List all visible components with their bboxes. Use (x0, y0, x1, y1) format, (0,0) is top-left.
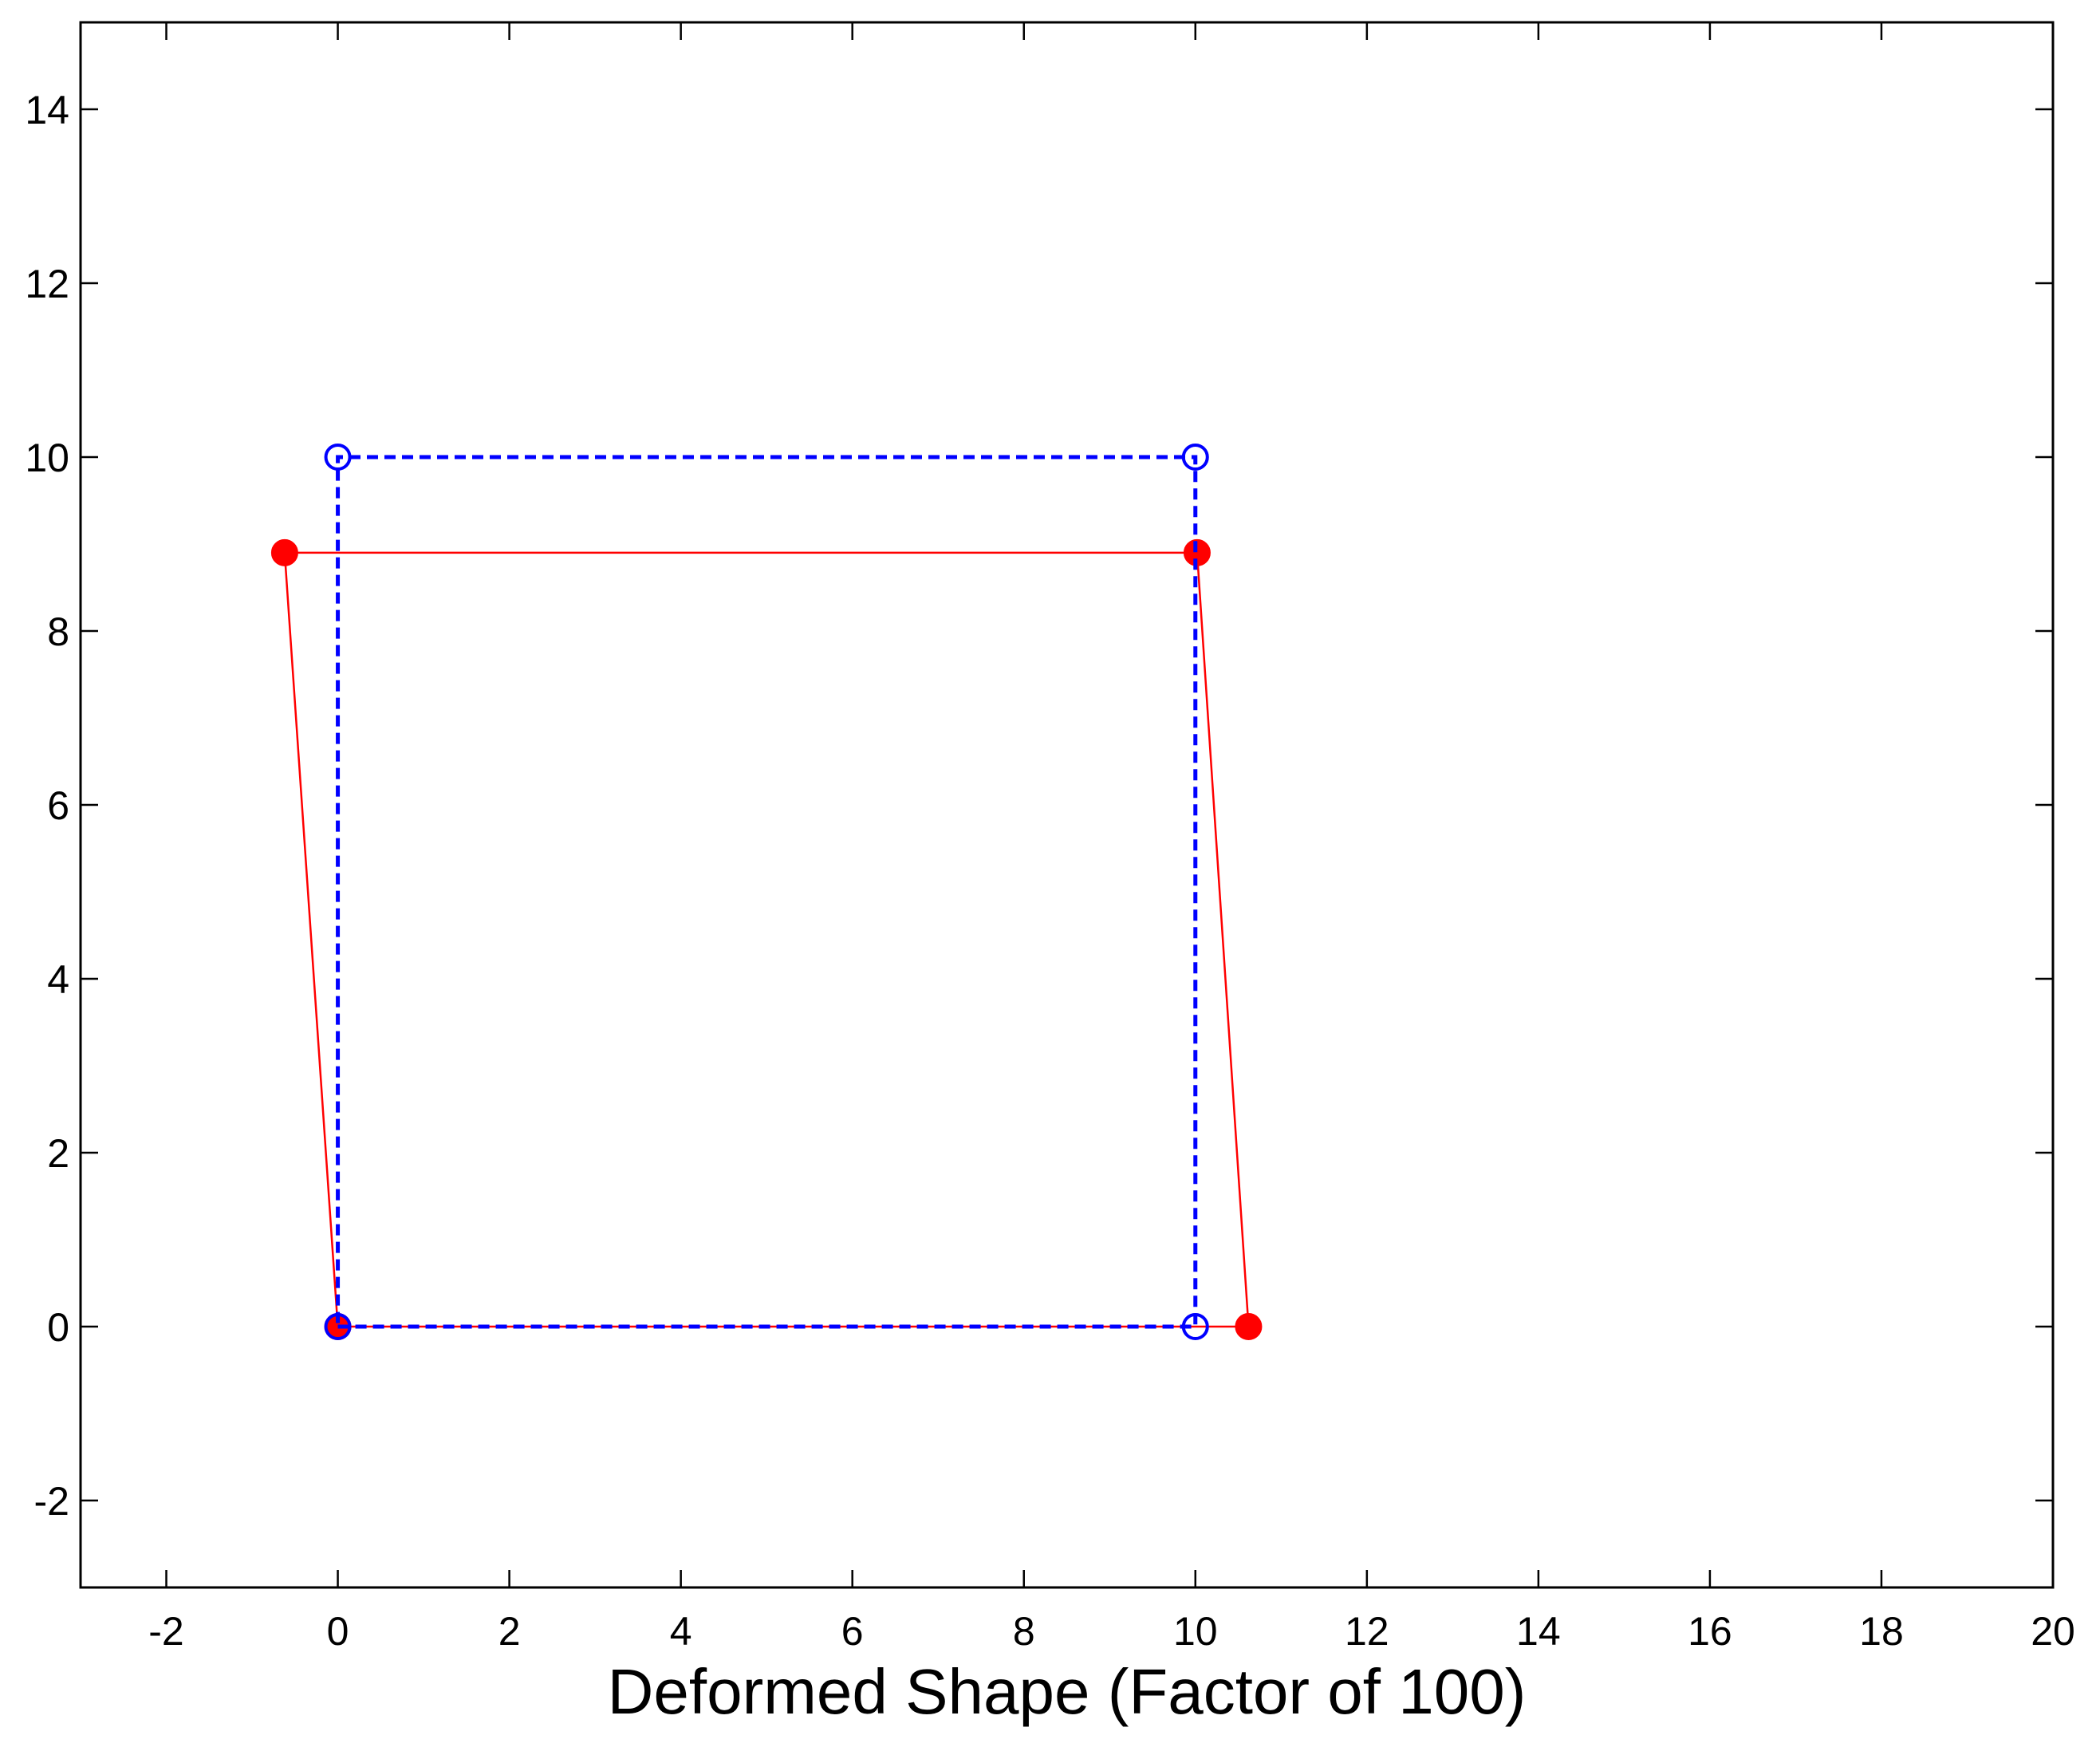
plot-frame (79, 21, 2055, 1589)
y-tick-label: 6 (47, 783, 69, 828)
x-tick-label: 20 (2031, 1609, 2075, 1654)
series-line-original (336, 455, 1198, 1329)
x-tick-label: 12 (1345, 1609, 1389, 1654)
ticks-layer: -2 0 2 4 6 8 10 12 14 16 18 20 -2 0 2 4 6 8 10 12 14 (25, 22, 2075, 1654)
x-axis-title: Deformed Shape (Factor of 100) (608, 1656, 1527, 1727)
y-tick-label: 0 (47, 1305, 69, 1350)
y-tick-label: 12 (25, 262, 69, 306)
data-point-original (324, 444, 352, 471)
x-tick-label: 4 (670, 1609, 692, 1654)
data-point-original (324, 1313, 352, 1340)
x-tick-label: 0 (327, 1609, 349, 1654)
x-tick-label: 2 (498, 1609, 521, 1654)
series-layer (270, 444, 1263, 1340)
x-tick-label: 10 (1173, 1609, 1218, 1654)
x-tick-label: 6 (841, 1609, 864, 1654)
x-tick-label: 16 (1688, 1609, 1732, 1654)
y-tick-label: 2 (47, 1131, 69, 1176)
x-tick-label: -2 (148, 1609, 183, 1654)
data-point-deformed (1235, 1313, 1263, 1340)
y-tick-label: -2 (34, 1479, 69, 1524)
series-original (324, 444, 1209, 1340)
y-tick-label: 8 (47, 609, 69, 654)
data-point-deformed (270, 538, 298, 566)
y-tick-label: 14 (25, 88, 69, 132)
y-tick-label: 4 (47, 957, 69, 1002)
data-point-original (1181, 444, 1209, 471)
x-tick-label: 14 (1516, 1609, 1561, 1654)
data-point-original (1181, 1313, 1209, 1340)
x-tick-label: 8 (1013, 1609, 1035, 1654)
x-tick-label: 18 (1859, 1609, 1904, 1654)
y-tick-label: 10 (25, 436, 69, 480)
